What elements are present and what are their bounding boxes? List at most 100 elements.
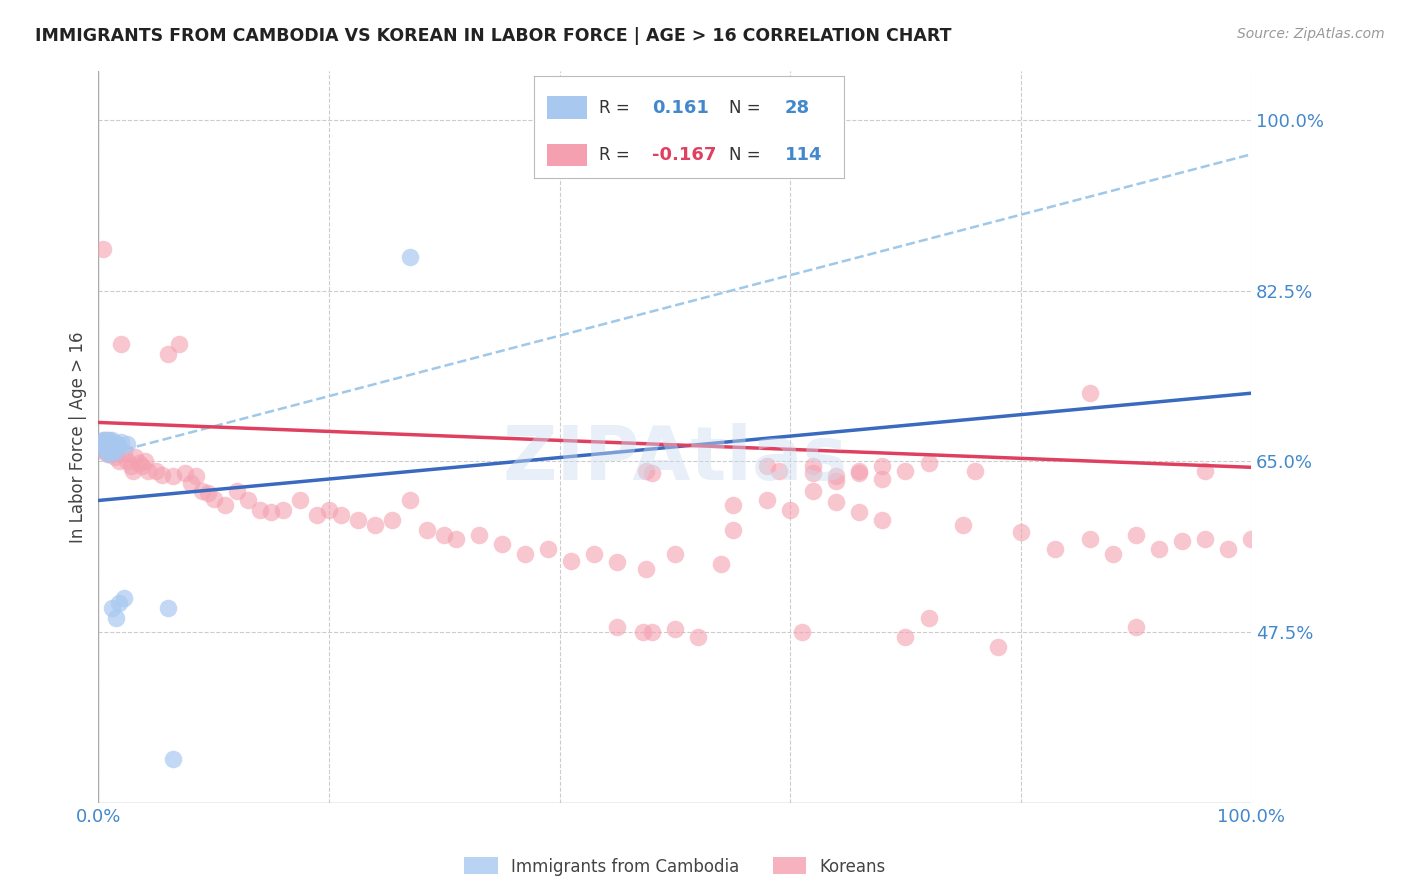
Point <box>1125 620 1147 634</box>
Point <box>513 547 536 561</box>
Point <box>145 464 167 478</box>
Text: 114: 114 <box>785 145 823 164</box>
Point <box>98 434 121 449</box>
Text: ZIPAtlas: ZIPAtlas <box>502 423 848 496</box>
Point <box>96 442 118 457</box>
Point <box>307 508 329 522</box>
Point <box>952 517 974 532</box>
Point <box>249 503 271 517</box>
Point <box>225 483 247 498</box>
Point <box>94 440 117 454</box>
Point <box>98 434 121 449</box>
Point <box>260 505 283 519</box>
Point <box>768 464 790 478</box>
Point <box>103 450 125 464</box>
Point <box>97 437 120 451</box>
Point <box>398 493 420 508</box>
Point <box>872 513 894 527</box>
Point <box>1045 542 1067 557</box>
Point <box>93 433 115 447</box>
Point <box>97 433 120 447</box>
Point <box>606 620 628 634</box>
Point <box>101 600 124 615</box>
Point <box>801 466 824 480</box>
Point <box>347 513 370 527</box>
Point <box>104 444 127 458</box>
Point <box>560 554 582 568</box>
Point <box>108 596 131 610</box>
Point <box>848 505 870 519</box>
Point <box>101 433 124 447</box>
FancyBboxPatch shape <box>547 96 586 119</box>
Point <box>238 493 260 508</box>
Point <box>825 474 848 488</box>
Point <box>381 513 404 527</box>
Point <box>664 622 686 636</box>
Point <box>180 475 202 490</box>
Point <box>1078 533 1101 547</box>
Point <box>91 242 114 256</box>
Point <box>156 600 179 615</box>
Point <box>96 434 118 449</box>
Point <box>318 503 340 517</box>
Point <box>631 625 654 640</box>
Point <box>636 562 658 576</box>
Point <box>917 610 939 624</box>
Point <box>1240 533 1263 547</box>
Point <box>96 434 118 449</box>
Point <box>93 440 115 454</box>
Text: R =: R = <box>599 99 630 117</box>
Point <box>186 469 208 483</box>
Point <box>110 434 132 449</box>
Point <box>136 464 159 478</box>
Point <box>214 499 236 513</box>
Point <box>271 503 294 517</box>
Point <box>917 457 939 471</box>
Point <box>872 459 894 474</box>
Point <box>112 444 135 458</box>
Point <box>103 444 125 458</box>
Point <box>894 464 917 478</box>
Point <box>756 493 779 508</box>
Text: N =: N = <box>730 99 761 117</box>
FancyBboxPatch shape <box>547 144 586 166</box>
Point <box>537 542 560 557</box>
Text: R =: R = <box>599 145 630 164</box>
Point <box>825 469 848 483</box>
Point <box>97 440 120 454</box>
Text: N =: N = <box>730 145 761 164</box>
Point <box>122 464 145 478</box>
Point <box>98 444 121 458</box>
Point <box>664 547 686 561</box>
Point <box>94 444 117 458</box>
Point <box>721 499 744 513</box>
Text: 28: 28 <box>785 99 810 117</box>
Point <box>790 625 813 640</box>
Point <box>131 459 153 474</box>
Point <box>104 610 127 624</box>
Point <box>1102 547 1125 561</box>
Point <box>756 459 779 474</box>
Point <box>444 533 467 547</box>
Point <box>117 454 139 468</box>
Point <box>848 464 870 478</box>
Point <box>636 464 658 478</box>
Legend: Immigrants from Cambodia, Koreans: Immigrants from Cambodia, Koreans <box>457 851 893 882</box>
Point <box>848 466 870 480</box>
Point <box>110 337 132 351</box>
Point <box>93 437 115 451</box>
Point <box>120 459 142 474</box>
Point <box>97 447 120 461</box>
Point <box>124 450 146 464</box>
Text: IMMIGRANTS FROM CAMBODIA VS KOREAN IN LABOR FORCE | AGE > 16 CORRELATION CHART: IMMIGRANTS FROM CAMBODIA VS KOREAN IN LA… <box>35 27 952 45</box>
Point <box>1171 534 1194 549</box>
Point <box>112 591 135 605</box>
Point <box>686 630 709 644</box>
Point <box>963 464 986 478</box>
Point <box>162 469 184 483</box>
Point <box>398 250 420 264</box>
Point <box>103 444 125 458</box>
Point <box>108 454 131 468</box>
Point <box>93 434 115 449</box>
Point <box>101 440 124 454</box>
